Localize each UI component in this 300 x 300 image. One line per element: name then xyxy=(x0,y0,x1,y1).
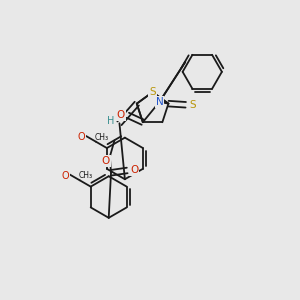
Text: O: O xyxy=(77,132,85,142)
Text: O: O xyxy=(61,171,69,181)
Text: O: O xyxy=(130,166,138,176)
Text: S: S xyxy=(189,100,196,110)
Text: O: O xyxy=(117,110,125,120)
Text: CH₃: CH₃ xyxy=(79,171,93,180)
Text: CH₃: CH₃ xyxy=(94,133,109,142)
Text: N: N xyxy=(156,97,164,107)
Text: S: S xyxy=(149,87,156,97)
Text: O: O xyxy=(102,156,110,166)
Text: H: H xyxy=(107,116,114,126)
